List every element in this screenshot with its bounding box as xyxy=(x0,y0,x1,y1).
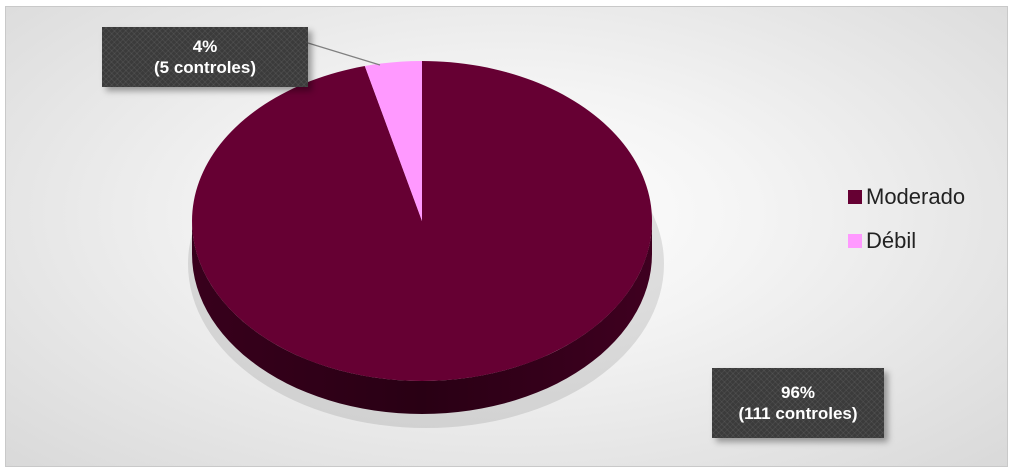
pie-group xyxy=(188,61,664,428)
data-label-moderado-detail: (111 controles) xyxy=(738,404,858,423)
legend-swatch-moderado xyxy=(848,190,862,204)
pie-slice-dbil xyxy=(364,61,422,221)
data-label-debil-percent: 4% xyxy=(192,37,218,56)
legend-label-debil: Débil xyxy=(866,228,917,253)
data-label-moderado-percent: 96% xyxy=(780,383,816,402)
legend: Moderado Débil xyxy=(848,175,965,263)
data-label-moderado: 96% (111 controles) xyxy=(712,368,884,438)
pie-chart xyxy=(188,42,664,428)
data-label-debil: 4% (5 controles) xyxy=(102,27,308,87)
legend-label-moderado: Moderado xyxy=(866,184,966,209)
legend-item-moderado: Moderado xyxy=(848,175,965,219)
pie-slice-moderado xyxy=(192,61,653,382)
legend-item-debil: Débil xyxy=(848,219,965,263)
legend-swatch-debil xyxy=(848,234,862,248)
leader-line xyxy=(307,42,381,66)
pie-side-moderado xyxy=(192,221,652,414)
chart-area: 4% (5 controles) 96% (111 controles) Mod… xyxy=(5,6,1008,467)
data-label-debil-detail: (5 controles) xyxy=(153,58,257,77)
